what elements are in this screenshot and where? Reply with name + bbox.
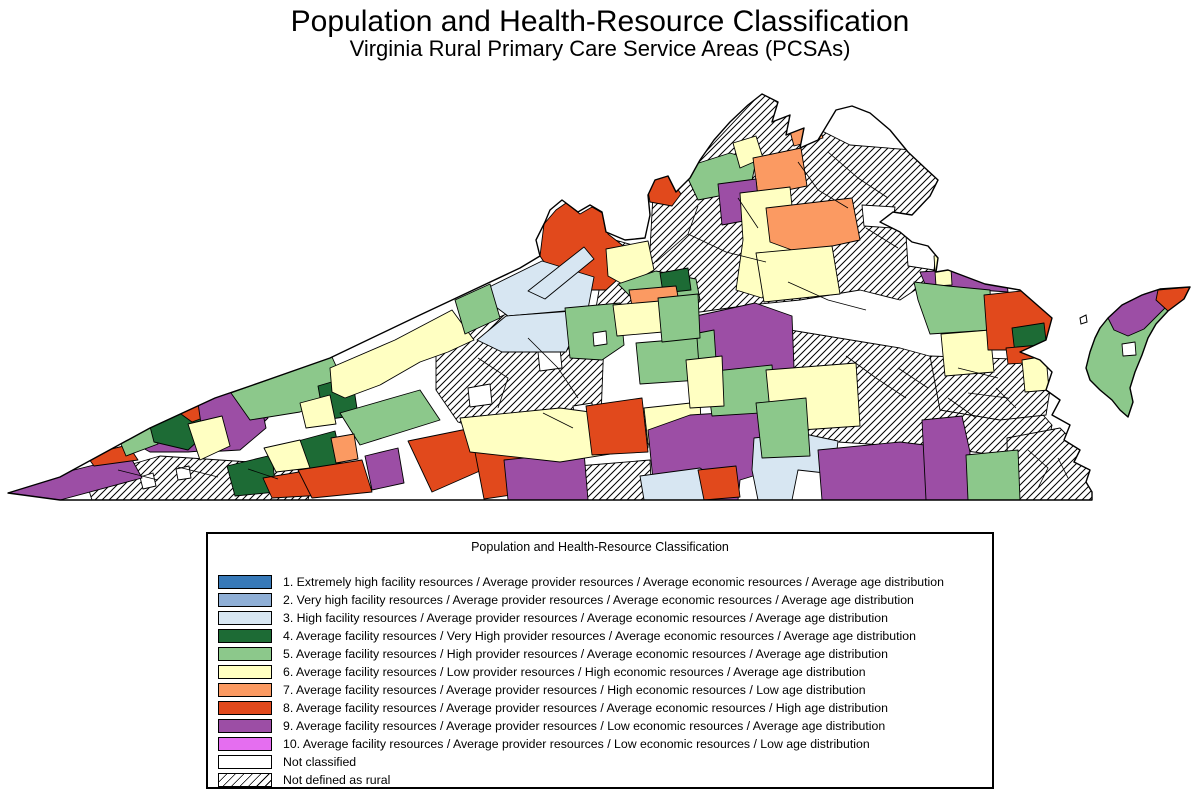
legend-item-label: 2. Very high facility resources / Averag…	[283, 593, 914, 607]
pcsa-region	[921, 415, 971, 500]
pcsa-region	[685, 355, 725, 409]
legend-item-label: 5. Average facility resources / High pro…	[283, 647, 888, 661]
legend-item: 10. Average facility resources / Average…	[218, 735, 944, 753]
pcsa-region	[299, 394, 337, 429]
legend-item-label: 10. Average facility resources / Average…	[283, 737, 870, 751]
island-outline	[1079, 314, 1088, 325]
pcsa-region	[527, 246, 595, 300]
map-regions	[8, 94, 1190, 500]
pcsa-region	[861, 204, 896, 229]
legend-item-label: 3. High facility resources / Average pro…	[283, 611, 888, 625]
legend: Population and Health-Resource Classific…	[206, 532, 994, 789]
pcsa-region	[965, 449, 1021, 500]
legend-item: 4. Average facility resources / Very Hig…	[218, 627, 944, 645]
pcsa-region	[364, 447, 405, 491]
legend-item: 9. Average facility resources / Average …	[218, 717, 944, 735]
legend-swatch	[218, 665, 272, 679]
legend-item: Not defined as rural	[218, 771, 944, 789]
legend-item: 2. Very high facility resources / Averag…	[218, 591, 944, 609]
legend-item: 8. Average facility resources / Average …	[218, 699, 944, 717]
pcsa-region	[940, 329, 995, 377]
pcsa-region	[330, 433, 359, 464]
pcsa-region	[1021, 355, 1050, 393]
legend-item: 5. Average facility resources / High pro…	[218, 645, 944, 663]
legend-item-label: 6. Average facility resources / Low prov…	[283, 665, 866, 679]
pcsa-region	[592, 330, 608, 347]
pcsa-region	[755, 245, 841, 303]
pcsa-internal-borders	[117, 151, 1069, 489]
pcsa-region	[139, 472, 157, 490]
legend-item-label: 4. Average facility resources / Very Hig…	[283, 629, 916, 643]
eastern-shore-outline	[1085, 286, 1191, 418]
legend-item-label: 1. Extremely high facility resources / A…	[283, 575, 944, 589]
pcsa-region	[297, 459, 373, 499]
pcsa-region	[187, 415, 231, 461]
legend-swatch	[218, 593, 272, 607]
legend-swatch	[218, 647, 272, 661]
legend-swatch	[218, 755, 272, 769]
legend-item: 7. Average facility resources / Average …	[218, 681, 944, 699]
state-outline	[7, 93, 1093, 501]
legend-item: 6. Average facility resources / Low prov…	[218, 663, 944, 681]
pcsa-region	[329, 309, 475, 399]
legend-swatch	[218, 683, 272, 697]
pcsa-region	[564, 302, 625, 361]
legend-swatch	[218, 629, 272, 643]
legend-swatch-hatched	[218, 773, 272, 787]
legend-item-label: 8. Average facility resources / Average …	[283, 701, 888, 715]
legend-item-label: Not classified	[283, 755, 357, 769]
legend-item: 1. Extremely high facility resources / A…	[218, 573, 944, 591]
legend-swatch	[218, 719, 272, 733]
pcsa-region	[1121, 341, 1137, 357]
legend-items: 1. Extremely high facility resources / A…	[218, 573, 944, 789]
pcsa-region	[697, 465, 741, 500]
legend-item: Not classified	[218, 753, 944, 771]
legend-swatch	[218, 701, 272, 715]
pcsa-region	[755, 397, 811, 459]
pcsa-region	[454, 283, 501, 335]
legend-swatch	[218, 575, 272, 589]
pcsa-region	[657, 293, 701, 343]
legend-item-label: 9. Average facility resources / Average …	[283, 719, 886, 733]
legend-swatch	[218, 737, 272, 751]
legend-item: 3. High facility resources / Average pro…	[218, 609, 944, 627]
page-subtitle: Virginia Rural Primary Care Service Area…	[349, 36, 851, 61]
pcsa-region	[585, 397, 649, 456]
pcsa-region	[612, 300, 664, 337]
pcsa-region	[467, 383, 493, 408]
legend-swatch	[218, 611, 272, 625]
page-title: Population and Health-Resource Classific…	[290, 5, 910, 38]
legend-item-label: Not defined as rural	[283, 773, 391, 787]
legend-title: Population and Health-Resource Classific…	[471, 540, 729, 554]
legend-item-label: 7. Average facility resources / Average …	[283, 683, 866, 697]
